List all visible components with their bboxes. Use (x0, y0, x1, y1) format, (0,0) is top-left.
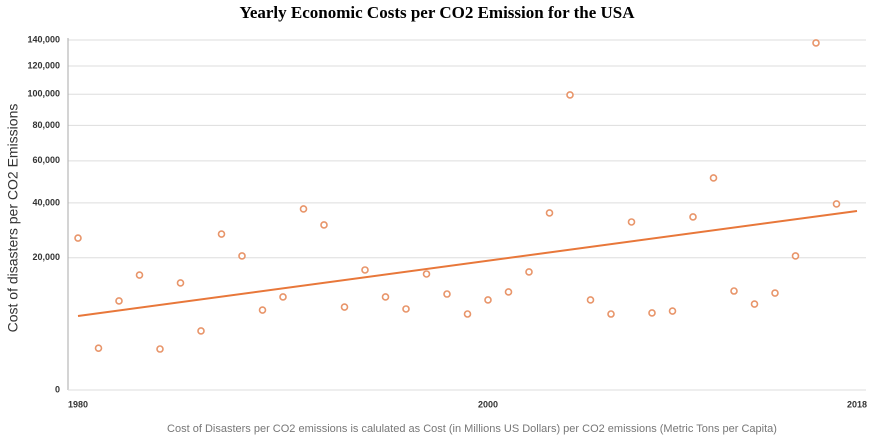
data-point (94, 344, 103, 352)
data-point (525, 268, 533, 276)
x-tick-label: 2018 (847, 399, 867, 409)
data-point (422, 270, 431, 278)
data-point (156, 345, 164, 353)
data-point (484, 296, 492, 304)
y-tick-label: 80,000 (32, 120, 60, 130)
trend-line (77, 209, 858, 317)
data-point (217, 230, 226, 238)
y-tick-label: 40,000 (32, 197, 60, 207)
data-point (730, 287, 738, 295)
data-point (176, 279, 185, 287)
data-point (135, 271, 144, 279)
data-point (648, 309, 656, 317)
y-tick-label: 60,000 (32, 155, 60, 165)
data-point (197, 327, 205, 335)
data-point (832, 200, 841, 208)
data-point (791, 252, 800, 260)
x-tick-label: 2000 (478, 399, 498, 409)
y-tick-label: 140,000 (27, 34, 60, 44)
data-point (279, 293, 287, 301)
data-point (402, 305, 410, 313)
y-tick-label: 100,000 (27, 89, 60, 99)
data-point (750, 300, 759, 308)
y-tick-label: 20,000 (32, 252, 60, 262)
data-point (812, 39, 820, 47)
data-point (74, 234, 82, 242)
y-tick-label: 0 (55, 384, 60, 394)
data-point (771, 289, 779, 297)
y-axis-label: Cost of disasters per CO2 Emissions (5, 104, 21, 333)
data-point (545, 209, 554, 217)
chart-title: Yearly Economic Costs per CO2 Emission f… (239, 3, 635, 22)
data-point (709, 174, 718, 182)
data-point (115, 297, 123, 305)
data-point (586, 296, 595, 304)
data-point (258, 306, 267, 314)
y-tick-label: 120,000 (27, 60, 60, 70)
data-point (340, 303, 349, 311)
data-point (381, 293, 390, 301)
data-point (607, 310, 615, 318)
x-tick-label: 1980 (68, 399, 88, 409)
data-point (689, 213, 697, 221)
data-point (320, 221, 328, 229)
data-point (463, 310, 472, 318)
data-point (668, 307, 677, 315)
data-point (238, 252, 246, 260)
x-axis-label: Cost of Disasters per CO2 emissions is c… (167, 423, 777, 435)
data-point (504, 288, 513, 296)
data-point (627, 218, 636, 226)
data-point (299, 205, 308, 213)
data-point (443, 290, 451, 298)
data-point (566, 91, 574, 99)
data-point (361, 266, 369, 274)
